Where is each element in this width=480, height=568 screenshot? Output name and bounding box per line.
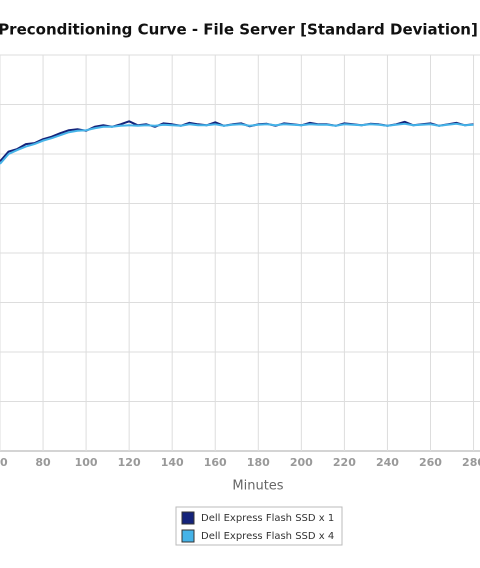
x-axis-label: Minutes bbox=[232, 479, 283, 494]
x-tick-label: 260 bbox=[419, 456, 442, 469]
x-tick-label: 220 bbox=[333, 456, 356, 469]
legend-swatch bbox=[181, 529, 195, 543]
x-tick-label: 80 bbox=[35, 456, 51, 469]
legend-label: Dell Express Flash SSD x 1 bbox=[201, 513, 334, 524]
x-tick-label: 160 bbox=[204, 456, 227, 469]
x-tick-label: 200 bbox=[290, 456, 313, 469]
x-tick-label: 120 bbox=[118, 456, 141, 469]
chart-title: Preconditioning Curve - File Server [Sta… bbox=[0, 21, 478, 39]
x-tick-label: 60 bbox=[0, 456, 8, 469]
x-tick-label: 280 bbox=[462, 456, 480, 469]
line bbox=[0, 122, 474, 165]
legend-swatch bbox=[181, 511, 195, 525]
legend-label: Dell Express Flash SSD x 4 bbox=[201, 531, 334, 542]
x-tick-label: 100 bbox=[75, 456, 98, 469]
legend bbox=[175, 506, 343, 546]
line bbox=[0, 120, 474, 163]
x-tick-label: 240 bbox=[376, 456, 399, 469]
x-tick-label: 140 bbox=[161, 456, 184, 469]
x-tick-label: 180 bbox=[247, 456, 270, 469]
